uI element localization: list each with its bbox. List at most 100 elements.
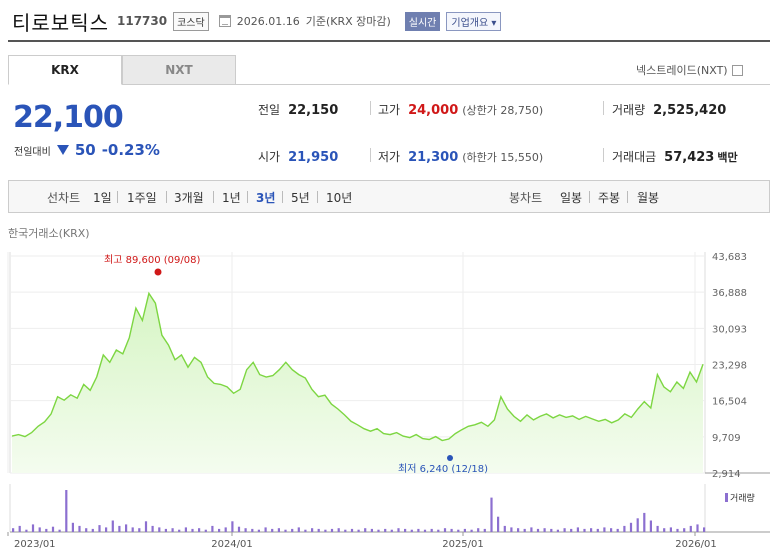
stat-high: 고가 24,000 (상한가 28,750) [378, 101, 543, 118]
nextrade-toggle[interactable]: 넥스트레이드(NXT) [636, 62, 743, 78]
volume-bar [404, 528, 407, 532]
volume-bar [184, 527, 187, 532]
volume-bar [317, 528, 320, 532]
candle-monthly[interactable]: 월봉 [637, 191, 660, 205]
volume-bar [344, 529, 347, 532]
volume-legend: 거래량 [725, 491, 755, 504]
period-1d[interactable]: 1일 [93, 191, 112, 205]
volume-bar [91, 528, 94, 532]
volume-bar [610, 528, 613, 532]
period-1y[interactable]: 1년 [222, 191, 241, 205]
market-badge: 코스닥 [173, 11, 209, 31]
x-tick-label: 2023/01 [14, 539, 56, 550]
volume-bar [151, 525, 154, 532]
price-area [12, 293, 703, 473]
stat-low-value: 21,300 [408, 150, 459, 165]
volume-bar [430, 528, 433, 532]
volume-bar [251, 528, 254, 532]
volume-bar [357, 529, 360, 532]
price-change: 전일대비 50 -0.23% [14, 141, 160, 159]
period-10y[interactable]: 10년 [326, 191, 353, 205]
period-3y[interactable]: 3년 [256, 191, 276, 205]
stat-low-label: 저가 [378, 150, 401, 164]
volume-bar [490, 497, 493, 532]
stat-amount: 거래대금 57,423 백만 [612, 148, 738, 165]
volume-bar [18, 525, 21, 532]
stat-volume: 거래량 2,525,420 [612, 101, 726, 118]
header-divider [8, 40, 770, 42]
volume-bar [543, 528, 546, 532]
stat-high-value: 24,000 [408, 103, 459, 118]
y-tick-label: 2,914 [712, 469, 741, 480]
volume-bar [178, 529, 181, 532]
y-tick-label: 43,683 [712, 252, 747, 263]
volume-bar [483, 528, 486, 532]
volume-bar [377, 529, 380, 532]
period-5y[interactable]: 5년 [291, 191, 310, 205]
volume-bar [550, 528, 553, 532]
volume-bar [337, 528, 340, 532]
volume-bar [78, 525, 81, 532]
price-line [11, 291, 704, 442]
upper-limit: (상한가 28,750) [462, 104, 544, 117]
divider [117, 191, 118, 203]
volume-bar [470, 529, 473, 532]
divider [370, 148, 371, 162]
volume-bar [131, 527, 134, 532]
period-3m[interactable]: 3개월 [174, 191, 204, 205]
volume-bar [171, 528, 174, 532]
volume-bar [570, 528, 573, 532]
volume-bar [231, 521, 234, 532]
candle-weekly[interactable]: 주봉 [598, 191, 621, 205]
volume-bar [583, 528, 586, 532]
volume-bar [576, 527, 579, 532]
company-info-button[interactable]: 기업개요 ▾ [446, 11, 502, 31]
tab-krx[interactable]: KRX [8, 55, 122, 85]
volume-bar [111, 520, 114, 532]
volume-bar [144, 521, 148, 532]
max-label: 최고 89,600 (09/08) [104, 254, 200, 266]
stat-open-value: 21,950 [288, 150, 339, 165]
volume-bar [590, 528, 593, 532]
volume-bar [463, 528, 466, 532]
volume-bar [623, 525, 626, 532]
stat-amount-value: 57,423 [664, 150, 715, 165]
divider [317, 191, 318, 203]
divider [603, 148, 604, 162]
y-tick-label: 9,709 [712, 433, 741, 444]
volume-bar [324, 529, 327, 532]
volume-bar [12, 528, 15, 532]
exchange-tabs: KRX NXT [8, 55, 236, 85]
volume-bar [244, 528, 247, 532]
min-point [447, 455, 453, 461]
volume-bar [211, 525, 214, 532]
realtime-button[interactable]: 실시간 [404, 11, 441, 31]
volume-bar [204, 529, 207, 532]
volume-bar [497, 516, 500, 532]
volume-bar [536, 528, 540, 532]
tab-nxt[interactable]: NXT [122, 55, 236, 85]
volume-bar [683, 528, 686, 532]
volume-bar [65, 490, 68, 532]
current-price: 22,100 [13, 100, 124, 135]
volume-bar [636, 518, 639, 532]
volume-bar [530, 527, 533, 532]
volume-bar [304, 529, 307, 532]
volume-bar [663, 528, 666, 532]
volume-bar [38, 527, 41, 532]
volume-bar [410, 529, 413, 532]
period-bar: 선차트 1일 1주일 3개월 1년 3년 5년 10년 봉차트 일봉 주봉 월봉 [8, 180, 770, 213]
change-percent: -0.23% [101, 141, 160, 159]
stat-amount-label: 거래대금 [612, 150, 657, 164]
candle-daily[interactable]: 일봉 [560, 191, 583, 205]
x-axis: 2023/01 2024/01 2025/01 2026/01 [7, 532, 717, 550]
lower-limit: (하한가 15,550) [462, 151, 544, 164]
volume-bar [643, 512, 646, 532]
volume-bar [437, 529, 440, 532]
nextrade-checkbox[interactable] [731, 64, 743, 76]
volume-bar [656, 525, 659, 532]
period-1w[interactable]: 1주일 [127, 191, 157, 205]
volume-bar [417, 528, 420, 532]
volume-bar [477, 528, 480, 532]
volume-bar [85, 528, 88, 532]
